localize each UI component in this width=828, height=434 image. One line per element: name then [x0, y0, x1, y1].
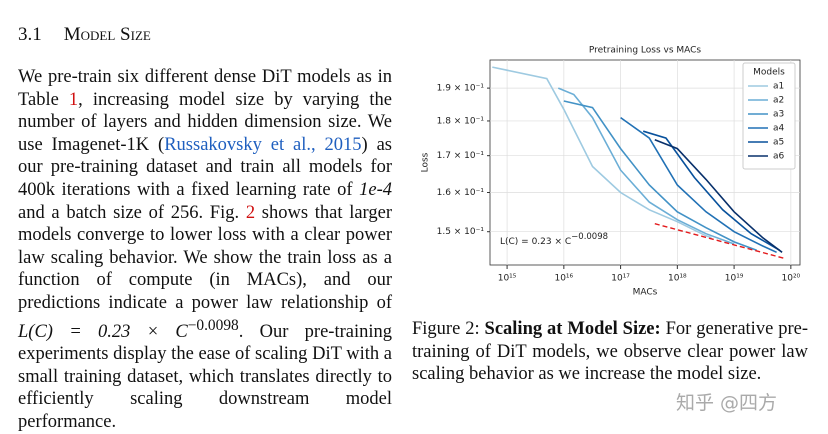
math-exponent: −0.0098	[187, 316, 239, 334]
text: We pre-train six different dense DiT mod…	[18, 67, 392, 110]
legend-label: a1	[773, 82, 784, 92]
x-tick-label: 10¹⁷	[611, 274, 630, 284]
x-tick-label: 10¹⁸	[668, 274, 687, 284]
figure-ref[interactable]: 2	[245, 202, 256, 223]
figure-caption: Figure 2: Scaling at Model Size: For gen…	[412, 318, 808, 386]
citation[interactable]: Russakovsky et al., 2015	[164, 134, 362, 155]
legend-label: a6	[773, 152, 785, 162]
legend-box	[742, 62, 796, 170]
section-number: 3.1	[18, 24, 42, 45]
text: shows that larger models converge to low…	[18, 202, 392, 313]
caption-title: Scaling at Model Size:	[484, 319, 661, 339]
text: . Our pre-training experiments display t…	[18, 321, 392, 433]
annotation-exponent: −0.0098	[571, 232, 608, 242]
text: ) as our pre-training dataset and train …	[18, 134, 392, 200]
body-text: We pre-train six different dense DiT mod…	[18, 66, 392, 434]
y-tick-label: 1.5 × 10⁻¹	[437, 227, 485, 237]
math: 1e-4	[359, 179, 392, 200]
legend-title: Models	[753, 68, 785, 78]
annotation-text: L(C) = 0.23 × C	[500, 237, 571, 247]
x-tick-label: 10¹⁵	[498, 274, 517, 284]
legend-label: a5	[773, 138, 784, 148]
x-tick-label: 10²⁰	[782, 274, 801, 284]
legend-label: a2	[773, 96, 784, 106]
caption-text: For generative pre-training of DiT model…	[412, 319, 808, 385]
text: and a batch size of 256. Fig.	[18, 202, 246, 223]
series-line	[557, 87, 735, 245]
y-tick-label: 1.7 × 10⁻¹	[437, 151, 485, 161]
series-line	[563, 100, 757, 251]
caption-label: Figure 2:	[412, 319, 485, 339]
section-title: Model Size	[63, 24, 151, 45]
legend-label: a4	[773, 124, 785, 134]
math: L(C) = 0.23 × C	[18, 321, 188, 342]
series-line	[620, 116, 777, 254]
watermark: 知乎 @四方	[676, 392, 778, 414]
section-heading: 3.1 Model Size	[18, 24, 151, 46]
table-ref[interactable]: 1	[68, 89, 79, 110]
series-line	[654, 139, 783, 253]
y-tick-label: 1.8 × 10⁻¹	[437, 116, 485, 126]
x-axis-label: MACs	[633, 288, 658, 298]
x-tick-label: 10¹⁶	[554, 274, 573, 284]
series-line	[492, 66, 712, 239]
y-tick-label: 1.6 × 10⁻¹	[437, 188, 485, 198]
legend-label: a3	[773, 110, 784, 120]
y-tick-label: 1.9 × 10⁻¹	[437, 84, 485, 94]
fit-line	[654, 223, 786, 260]
text: , increasing model size by varying the n…	[18, 89, 392, 155]
chart-title: Pretraining Loss vs MACs	[589, 46, 702, 56]
annotation: L(C) = 0.23 × C−0.0098	[500, 232, 608, 247]
series-line	[642, 130, 780, 251]
y-axis-label: Loss	[421, 152, 431, 172]
x-tick-label: 10¹⁹	[725, 274, 744, 284]
